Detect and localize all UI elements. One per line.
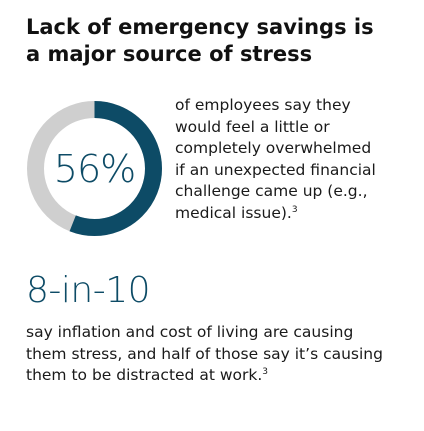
donut-chart: 56% (26, 100, 163, 237)
stat1-desc-line-4: if an unexpected financial (175, 160, 376, 179)
headline-line-1: Lack of emergency savings is (26, 15, 374, 39)
donut-fill (27, 101, 162, 236)
stat2-desc-line-2: them stress, and half of those say it’s … (26, 344, 383, 363)
stat2-footnote: 3 (262, 366, 268, 377)
stat2-desc-line-1: say inflation and cost of living are cau… (26, 323, 354, 341)
stat1-desc-line-3: completely overwhelmed (175, 139, 372, 157)
headline-line-2: a major source of stress (26, 42, 313, 66)
headline: Lack of emergency savings is a major sou… (26, 14, 406, 68)
stat1-description: of employees say they would feel a littl… (175, 95, 405, 224)
stat1-desc-line-6-text: medical issue). (175, 203, 292, 222)
stat1-desc-line-1: of employees say they (175, 96, 351, 114)
stat1-desc-line-5: challenge came up (e.g., (175, 182, 368, 200)
stat1-footnote: 3 (291, 204, 298, 215)
stat1-desc-line-6: medical issue).3 (175, 203, 405, 225)
stat2-description: say inflation and cost of living are cau… (26, 322, 416, 387)
stat2-value: 8-in-10 (26, 270, 151, 311)
stat1-desc-line-2: would feel a little or (175, 117, 330, 136)
donut-ring (27, 101, 162, 236)
donut-percentage: 56% (53, 146, 136, 191)
stat2-desc-line-3-text: them to be distracted at work. (26, 366, 263, 384)
stat2-desc-line-3: them to be distracted at work.3 (26, 365, 416, 387)
